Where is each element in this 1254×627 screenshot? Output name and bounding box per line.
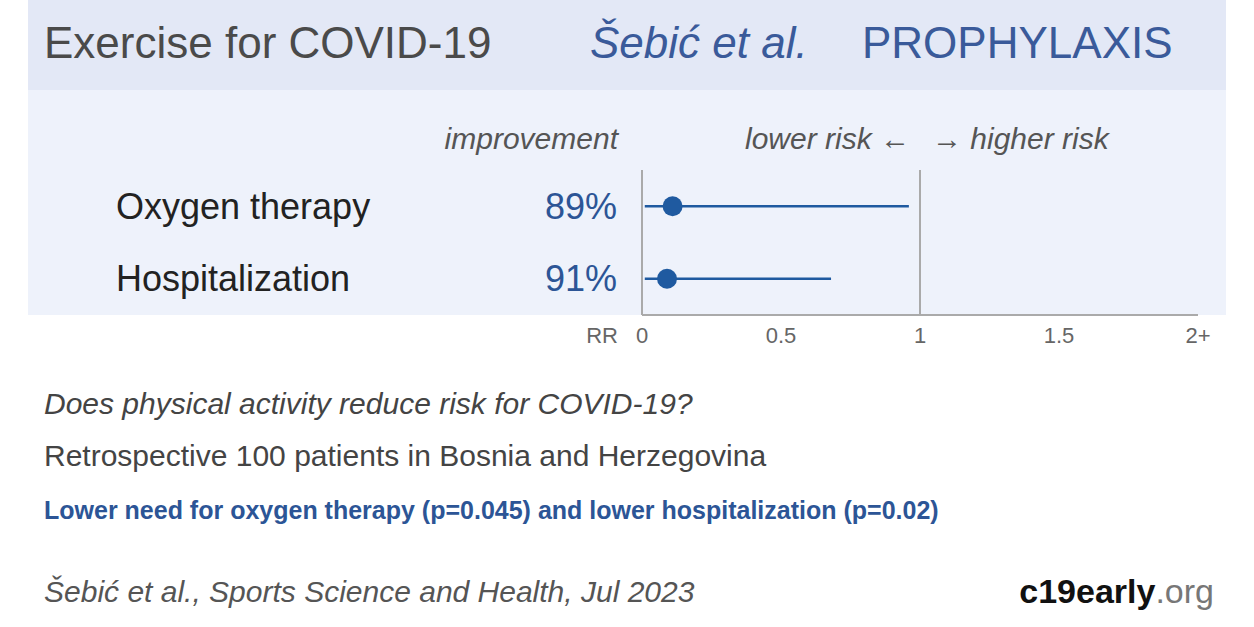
html-text:c19early.org: c19early.org bbox=[1019, 572, 1214, 610]
html-text:improvement: improvement bbox=[444, 122, 618, 155]
svg-text:0: 0 bbox=[636, 323, 648, 348]
svg-text:RR: RR bbox=[586, 323, 618, 348]
html-text:Does physical activity reduce: Does physical activity reduce risk for C… bbox=[44, 387, 693, 420]
svg-text:0.5: 0.5 bbox=[766, 323, 797, 348]
svg-text:2+: 2+ bbox=[1185, 323, 1210, 348]
html-text:Šebić et al., Sports Science a: Šebić et al., Sports Science and Health,… bbox=[44, 575, 695, 608]
svg-text:1: 1 bbox=[914, 323, 926, 348]
html-text:Lower need for oxygen therapy: Lower need for oxygen therapy (p=0.045) … bbox=[44, 496, 939, 524]
svg-text:89%: 89% bbox=[545, 186, 617, 227]
html-text:Šebić et al.: Šebić et al. bbox=[590, 18, 808, 67]
html-text:Retrospective 100 patients in: Retrospective 100 patients in Bosnia and… bbox=[44, 439, 767, 472]
svg-text:Hospitalization: Hospitalization bbox=[116, 258, 350, 299]
svg-text:Oxygen therapy: Oxygen therapy bbox=[116, 186, 370, 227]
svg-text:1.5: 1.5 bbox=[1044, 323, 1075, 348]
svg-text:91%: 91% bbox=[545, 258, 617, 299]
html-text:→ higher risk: → higher risk bbox=[932, 122, 1109, 155]
html-text:lower risk ←: lower risk ← bbox=[745, 122, 910, 155]
html-text:Exercise for COVID-19: Exercise for COVID-19 bbox=[44, 18, 492, 67]
html-text:PROPHYLAXIS: PROPHYLAXIS bbox=[862, 18, 1173, 67]
